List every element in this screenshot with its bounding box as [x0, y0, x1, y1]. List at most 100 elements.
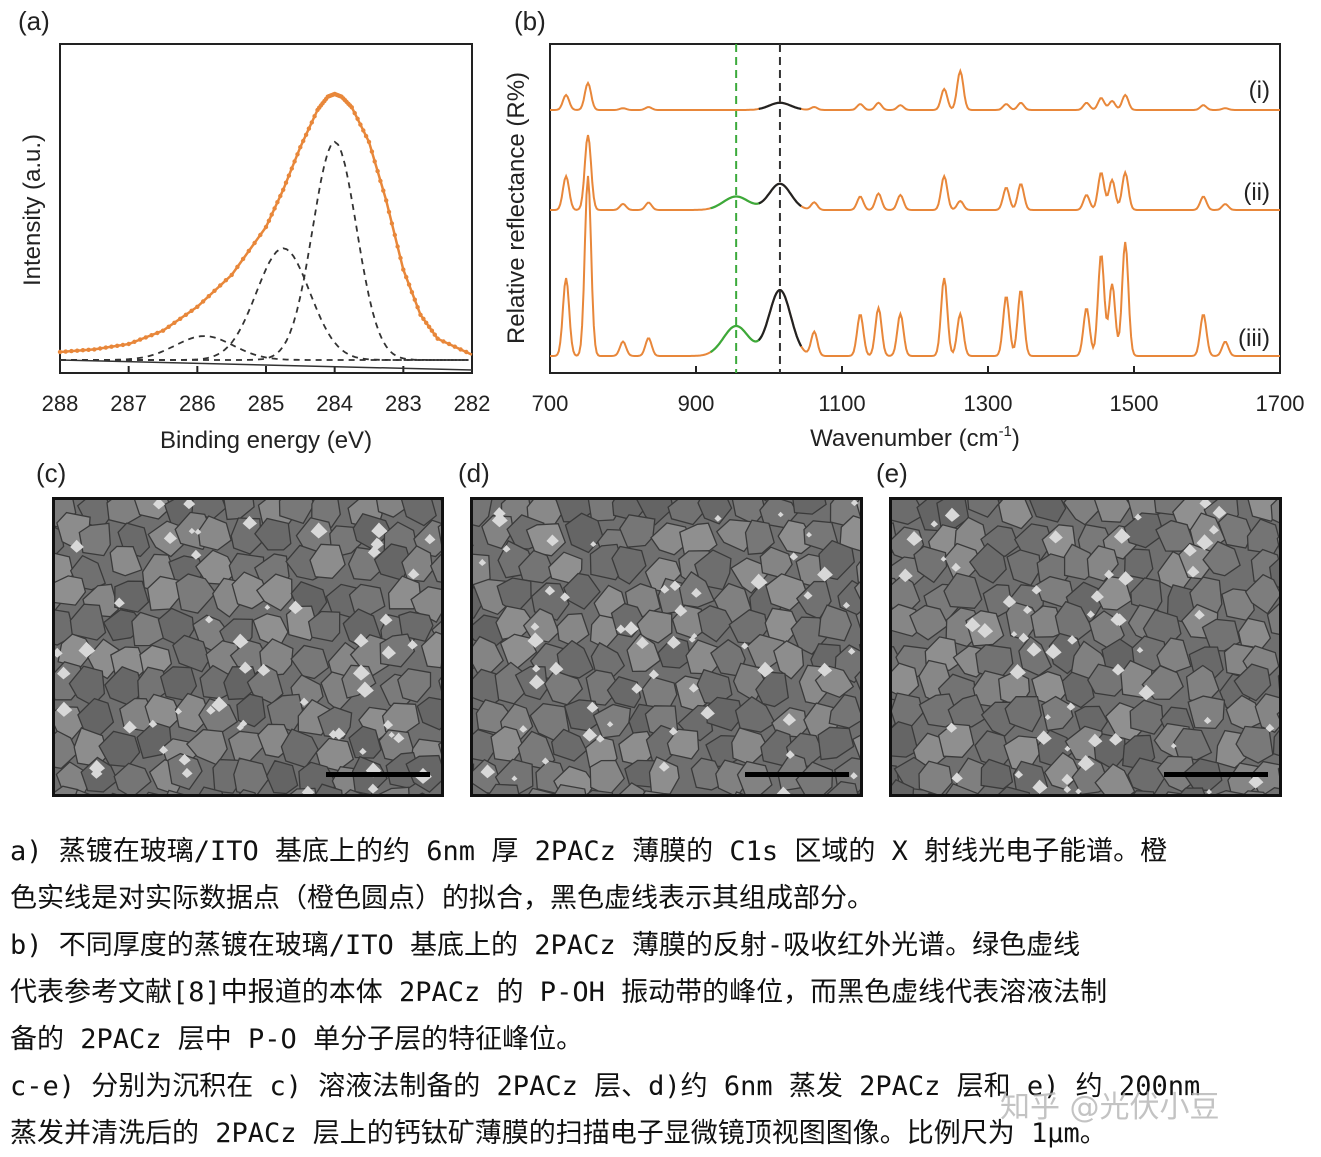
- xps-data-point: [132, 339, 137, 344]
- sem-grain: [997, 786, 1031, 794]
- irras-black-band: [758, 101, 802, 110]
- sem-bright-grain: [1036, 730, 1052, 745]
- xps-data-point: [189, 308, 194, 313]
- sem-grain: [174, 692, 211, 733]
- sem-bright-grain: [367, 545, 381, 558]
- sem-grain: [230, 517, 262, 555]
- xps-data-point: [69, 348, 74, 354]
- sem-grain: [851, 734, 860, 760]
- sem-bright-grain: [367, 783, 379, 794]
- sem-grain: [892, 778, 915, 794]
- panel-e-label: (e): [876, 458, 908, 488]
- sem-grain: [945, 783, 979, 794]
- xps-data-point: [401, 267, 406, 272]
- sem-bright-grain: [90, 767, 103, 779]
- sem-bright-grain: [407, 639, 418, 650]
- sem-bright-grain: [1090, 590, 1104, 603]
- xps-data-point: [137, 337, 143, 342]
- irras-black-band: [757, 289, 803, 347]
- xps-data-point: [426, 324, 432, 329]
- sem-grain: [1272, 729, 1279, 757]
- sem-grain: [397, 667, 432, 703]
- sem-grain: [736, 760, 773, 794]
- sem-bright-grain: [590, 541, 597, 548]
- xps-x-axis-label: Binding energy (eV): [160, 427, 372, 454]
- xps-data-point: [381, 188, 386, 193]
- sem-bright-grain: [511, 775, 518, 782]
- sem-bright-grain: [1014, 770, 1024, 779]
- xps-data-point: [301, 138, 306, 144]
- sem-grain: [401, 545, 434, 583]
- sem-bright-grain: [951, 772, 963, 784]
- sem-grain: [586, 789, 614, 794]
- sem-grain: [348, 725, 382, 759]
- sem-bright-grain: [1064, 745, 1071, 752]
- xps-data-point: [421, 316, 426, 321]
- sem-bright-grain: [1118, 571, 1134, 586]
- xps-data-point: [303, 132, 309, 137]
- xps-data-point: [298, 145, 303, 150]
- xps-data-point: [409, 290, 415, 295]
- sem-grain: [290, 644, 330, 680]
- sem-bright-grain: [636, 636, 649, 649]
- sem-grain: [855, 560, 860, 586]
- sem-grain: [755, 671, 790, 708]
- sem-grain: [1217, 513, 1253, 549]
- sem-grain: [1173, 727, 1213, 761]
- sem-grain: [1202, 540, 1241, 577]
- sem-grain: [636, 609, 673, 644]
- xps-data-point: [363, 133, 369, 139]
- sem-bright-grain: [393, 732, 405, 744]
- xps-data-point: [289, 166, 294, 171]
- sem-bright-grain: [178, 753, 191, 766]
- sem-bright-grain: [519, 725, 528, 733]
- sem-grain: [525, 523, 567, 557]
- xps-data-point: [281, 187, 286, 192]
- xps-data-point: [392, 232, 397, 238]
- xps-data-point: [275, 200, 280, 205]
- sem-bright-grain: [89, 759, 106, 775]
- xps-data-point: [406, 282, 412, 287]
- sem-bright-grain: [660, 584, 670, 594]
- xps-data-point: [429, 328, 435, 333]
- sem-grain: [817, 726, 855, 761]
- irras-series-label: (ii): [1243, 179, 1270, 206]
- sem-grain: [892, 500, 926, 525]
- sem-bright-grain: [951, 562, 961, 572]
- sem-bright-grain: [741, 642, 749, 650]
- sem-bright-grain: [175, 707, 183, 715]
- sem-grain: [943, 572, 983, 609]
- sem-bright-grain: [847, 647, 856, 655]
- xps-data-point: [160, 328, 166, 333]
- xps-data-point: [143, 335, 148, 340]
- sem-grain: [744, 519, 775, 555]
- sem-bright-grain: [940, 556, 947, 562]
- sem-bright-grain: [370, 537, 384, 550]
- sem-grain: [307, 610, 341, 643]
- sem-bright-grain: [181, 767, 193, 778]
- sem-bright-grain: [1075, 788, 1082, 794]
- caption-a-line2: 色实线是对实际数据点（橙色圆点）的拟合，黑色虚线表示其组成部分。: [10, 883, 874, 914]
- sem-bright-grain: [541, 757, 550, 765]
- sem-grain: [438, 676, 441, 692]
- sem-bright-grain: [188, 527, 196, 535]
- irras-x-tick-label: 1500: [1110, 391, 1159, 416]
- sem-grain: [773, 640, 805, 680]
- xps-data-point: [223, 278, 229, 283]
- sem-bright-grain: [206, 705, 216, 715]
- sem-grain: [857, 792, 860, 794]
- caption-b-line3: 备的 2PACz 层中 P-O 单分子层的特征峰位。: [10, 1024, 584, 1055]
- sem-bright-grain: [806, 531, 813, 538]
- xps-data-point: [109, 344, 114, 349]
- sem-grain: [839, 515, 860, 552]
- xps-data-point: [441, 339, 446, 344]
- sem-bright-grain: [906, 531, 923, 547]
- xps-data-point: [412, 297, 417, 302]
- irras-x-tick-label: 1700: [1256, 391, 1305, 416]
- sem-grain: [278, 500, 315, 525]
- sem-bright-grain: [898, 568, 913, 583]
- sem-bright-grain: [560, 592, 570, 602]
- sem-grain: [473, 728, 496, 763]
- sem-grains-d: [473, 500, 860, 794]
- sem-grain: [913, 545, 948, 584]
